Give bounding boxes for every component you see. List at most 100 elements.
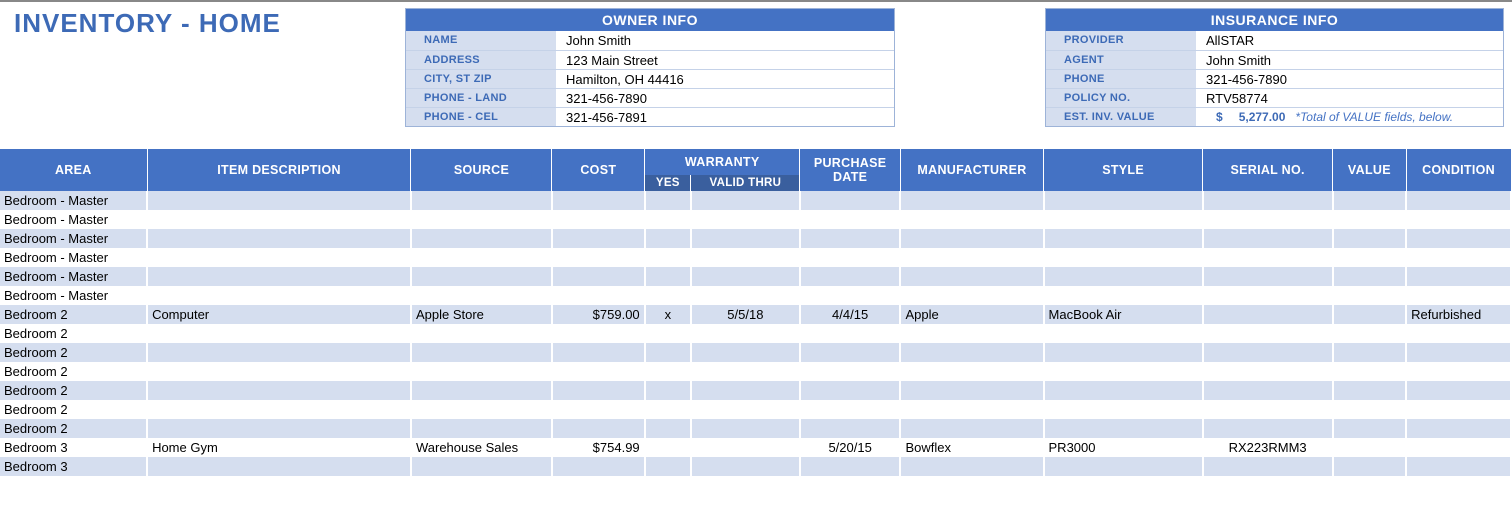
cell-item[interactable] bbox=[147, 248, 411, 267]
table-row[interactable]: Bedroom - Master bbox=[0, 210, 1511, 229]
cell-cond[interactable] bbox=[1406, 381, 1511, 400]
cell-value[interactable] bbox=[1333, 286, 1407, 305]
insurance-info-value[interactable]: AllSTAR bbox=[1196, 31, 1503, 50]
cell-item[interactable] bbox=[147, 343, 411, 362]
cell-source[interactable]: Apple Store bbox=[411, 305, 552, 324]
cell-source[interactable] bbox=[411, 248, 552, 267]
cell-area[interactable]: Bedroom 3 bbox=[0, 457, 147, 476]
cell-wyes[interactable] bbox=[645, 343, 691, 362]
cell-value[interactable] bbox=[1333, 324, 1407, 343]
owner-info-value[interactable]: 321-456-7890 bbox=[556, 89, 894, 107]
cell-manu[interactable]: Bowflex bbox=[900, 438, 1043, 457]
th-value[interactable]: VALUE bbox=[1333, 149, 1407, 191]
cell-style[interactable] bbox=[1044, 248, 1203, 267]
cell-style[interactable] bbox=[1044, 191, 1203, 210]
insurance-info-value[interactable]: John Smith bbox=[1196, 51, 1503, 69]
th-cost[interactable]: COST bbox=[552, 149, 645, 191]
cell-pdate[interactable]: 4/4/15 bbox=[800, 305, 901, 324]
cell-source[interactable] bbox=[411, 400, 552, 419]
cell-value[interactable] bbox=[1333, 267, 1407, 286]
cell-serial[interactable] bbox=[1203, 381, 1333, 400]
cell-manu[interactable] bbox=[900, 400, 1043, 419]
cell-source[interactable] bbox=[411, 381, 552, 400]
cell-pdate[interactable] bbox=[800, 324, 901, 343]
cell-item[interactable] bbox=[147, 210, 411, 229]
cell-cost[interactable]: $754.99 bbox=[552, 438, 645, 457]
cell-serial[interactable] bbox=[1203, 191, 1333, 210]
cell-pdate[interactable] bbox=[800, 191, 901, 210]
cell-manu[interactable] bbox=[900, 210, 1043, 229]
cell-item[interactable] bbox=[147, 419, 411, 438]
cell-item[interactable]: Computer bbox=[147, 305, 411, 324]
cell-area[interactable]: Bedroom - Master bbox=[0, 286, 147, 305]
cell-wyes[interactable] bbox=[645, 324, 691, 343]
cell-cost[interactable] bbox=[552, 381, 645, 400]
cell-style[interactable]: PR3000 bbox=[1044, 438, 1203, 457]
cell-cost[interactable] bbox=[552, 457, 645, 476]
cell-area[interactable]: Bedroom 2 bbox=[0, 343, 147, 362]
cell-cost[interactable]: $759.00 bbox=[552, 305, 645, 324]
cell-style[interactable]: MacBook Air bbox=[1044, 305, 1203, 324]
table-row[interactable]: Bedroom - Master bbox=[0, 286, 1511, 305]
cell-cond[interactable] bbox=[1406, 343, 1511, 362]
cell-wthru[interactable] bbox=[691, 191, 800, 210]
cell-wthru[interactable] bbox=[691, 286, 800, 305]
owner-info-value[interactable]: 123 Main Street bbox=[556, 51, 894, 69]
cell-pdate[interactable] bbox=[800, 400, 901, 419]
cell-manu[interactable] bbox=[900, 267, 1043, 286]
cell-style[interactable] bbox=[1044, 362, 1203, 381]
cell-value[interactable] bbox=[1333, 210, 1407, 229]
cell-wthru[interactable] bbox=[691, 324, 800, 343]
cell-wyes[interactable] bbox=[645, 210, 691, 229]
cell-wyes[interactable] bbox=[645, 229, 691, 248]
table-row[interactable]: Bedroom 2 bbox=[0, 419, 1511, 438]
owner-info-value[interactable]: John Smith bbox=[556, 31, 894, 50]
cell-wthru[interactable] bbox=[691, 381, 800, 400]
th-warranty[interactable]: WARRANTY bbox=[645, 149, 800, 175]
table-row[interactable]: Bedroom 3 bbox=[0, 457, 1511, 476]
cell-wyes[interactable] bbox=[645, 400, 691, 419]
table-row[interactable]: Bedroom - Master bbox=[0, 267, 1511, 286]
table-row[interactable]: Bedroom 2 bbox=[0, 362, 1511, 381]
cell-wthru[interactable]: 5/5/18 bbox=[691, 305, 800, 324]
th-serial[interactable]: SERIAL NO. bbox=[1203, 149, 1333, 191]
cell-manu[interactable] bbox=[900, 419, 1043, 438]
cell-pdate[interactable] bbox=[800, 343, 901, 362]
cell-pdate[interactable] bbox=[800, 267, 901, 286]
cell-manu[interactable] bbox=[900, 286, 1043, 305]
cell-cond[interactable] bbox=[1406, 229, 1511, 248]
cell-source[interactable] bbox=[411, 419, 552, 438]
cell-manu[interactable] bbox=[900, 362, 1043, 381]
cell-wyes[interactable] bbox=[645, 191, 691, 210]
cell-serial[interactable] bbox=[1203, 248, 1333, 267]
cell-wyes[interactable] bbox=[645, 438, 691, 457]
cell-cond[interactable] bbox=[1406, 267, 1511, 286]
cell-cost[interactable] bbox=[552, 400, 645, 419]
cell-pdate[interactable] bbox=[800, 457, 901, 476]
cell-pdate[interactable] bbox=[800, 381, 901, 400]
cell-item[interactable] bbox=[147, 267, 411, 286]
cell-style[interactable] bbox=[1044, 286, 1203, 305]
cell-manu[interactable] bbox=[900, 191, 1043, 210]
cell-wyes[interactable] bbox=[645, 248, 691, 267]
th-item[interactable]: ITEM DESCRIPTION bbox=[147, 149, 411, 191]
cell-item[interactable] bbox=[147, 191, 411, 210]
cell-wyes[interactable] bbox=[645, 457, 691, 476]
th-warranty-yes[interactable]: YES bbox=[645, 175, 691, 191]
cell-item[interactable] bbox=[147, 362, 411, 381]
cell-value[interactable] bbox=[1333, 343, 1407, 362]
cell-item[interactable] bbox=[147, 324, 411, 343]
cell-source[interactable]: Warehouse Sales bbox=[411, 438, 552, 457]
cell-value[interactable] bbox=[1333, 457, 1407, 476]
cell-manu[interactable] bbox=[900, 343, 1043, 362]
cell-serial[interactable] bbox=[1203, 362, 1333, 381]
cell-cost[interactable] bbox=[552, 419, 645, 438]
cell-area[interactable]: Bedroom 3 bbox=[0, 438, 147, 457]
cell-area[interactable]: Bedroom - Master bbox=[0, 191, 147, 210]
th-style[interactable]: STYLE bbox=[1044, 149, 1203, 191]
table-row[interactable]: Bedroom 2ComputerApple Store$759.00x5/5/… bbox=[0, 305, 1511, 324]
cell-cost[interactable] bbox=[552, 210, 645, 229]
cell-serial[interactable] bbox=[1203, 210, 1333, 229]
cell-area[interactable]: Bedroom 2 bbox=[0, 362, 147, 381]
cell-value[interactable] bbox=[1333, 419, 1407, 438]
